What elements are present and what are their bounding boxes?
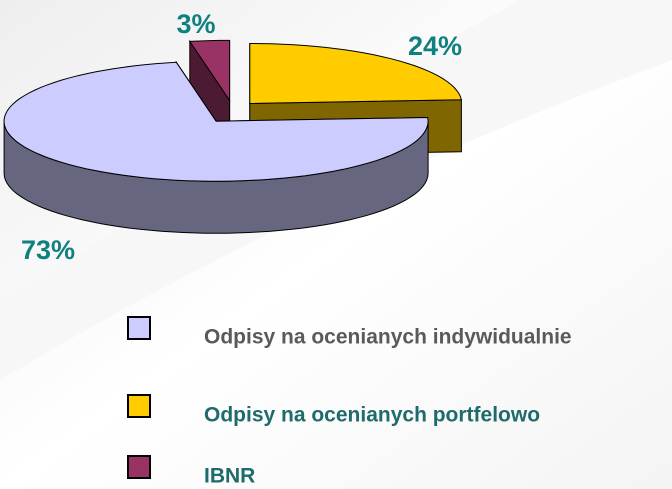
value-label: 3% [176,9,215,39]
legend-swatch [127,316,151,340]
value-label: 24% [408,31,462,61]
legend-swatch [127,455,151,479]
legend-label: Odpisy na ocenianych indywidualnie [204,326,572,349]
pie-slice [249,42,463,105]
legend-label: IBNR [204,465,255,488]
pie-slice [3,61,429,182]
pie-slice [188,39,231,103]
legend-swatch [127,394,151,418]
legend-label: Odpisy na ocenianych portfelowo [204,404,540,427]
value-label: 73% [21,235,75,265]
